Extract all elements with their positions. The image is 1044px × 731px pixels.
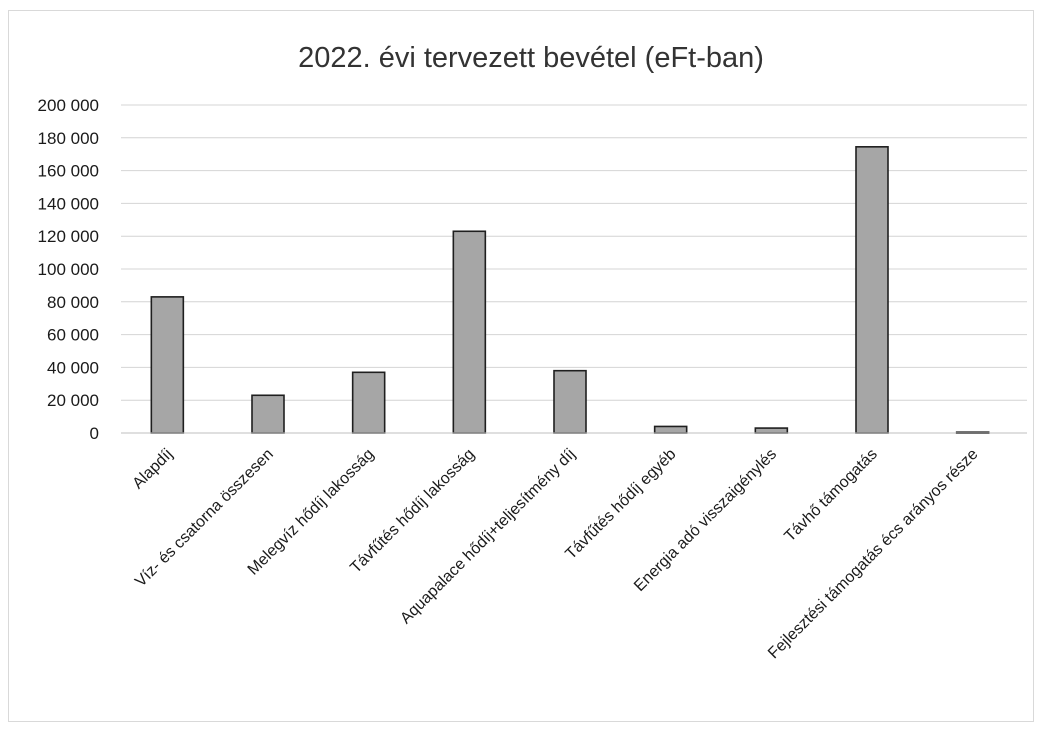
bar — [553, 369, 587, 434]
bar — [351, 371, 386, 434]
x-tick-label: Fejlesztési támogatás écs arányos része — [765, 446, 981, 662]
y-tick-label: 100 000 — [38, 260, 99, 279]
bars — [150, 146, 990, 434]
y-tick-label: 40 000 — [47, 358, 99, 377]
x-tick-label: Távfűtés hődíj egyéb — [562, 446, 679, 563]
y-tick-label: 120 000 — [38, 227, 99, 246]
chart-frame: 2022. évi tervezett bevétel (eFt-ban) 0 2… — [8, 10, 1034, 722]
y-tick-label: 0 — [90, 424, 99, 443]
bar — [251, 394, 285, 434]
y-tick-label: 80 000 — [47, 293, 99, 312]
x-tick-label: Távhő támogatás — [781, 446, 880, 545]
y-axis-ticks: 0 20 000 40 000 60 000 80 000 100 000 120 000 1… — [38, 96, 99, 443]
bar — [855, 146, 889, 434]
bar — [653, 425, 688, 434]
bar — [150, 296, 185, 434]
y-tick-label: 180 000 — [38, 129, 99, 148]
x-tick-label: Alapdíj — [130, 446, 177, 493]
chart-title: 2022. évi tervezett bevétel (eFt-ban) — [298, 42, 764, 74]
y-tick-label: 200 000 — [38, 96, 99, 115]
y-tick-label: 140 000 — [38, 194, 99, 213]
gridlines — [121, 104, 1027, 401]
bar — [754, 427, 789, 434]
y-tick-label: 20 000 — [47, 391, 99, 410]
bar-chart: 2022. évi tervezett bevétel (eFt-ban) 0 2… — [38, 42, 1027, 662]
y-tick-label: 60 000 — [47, 326, 99, 345]
bar — [452, 230, 487, 434]
x-tick-label: Aquapalace hődíj+teljesítmény díj — [397, 446, 579, 628]
y-tick-label: 160 000 — [38, 162, 99, 181]
